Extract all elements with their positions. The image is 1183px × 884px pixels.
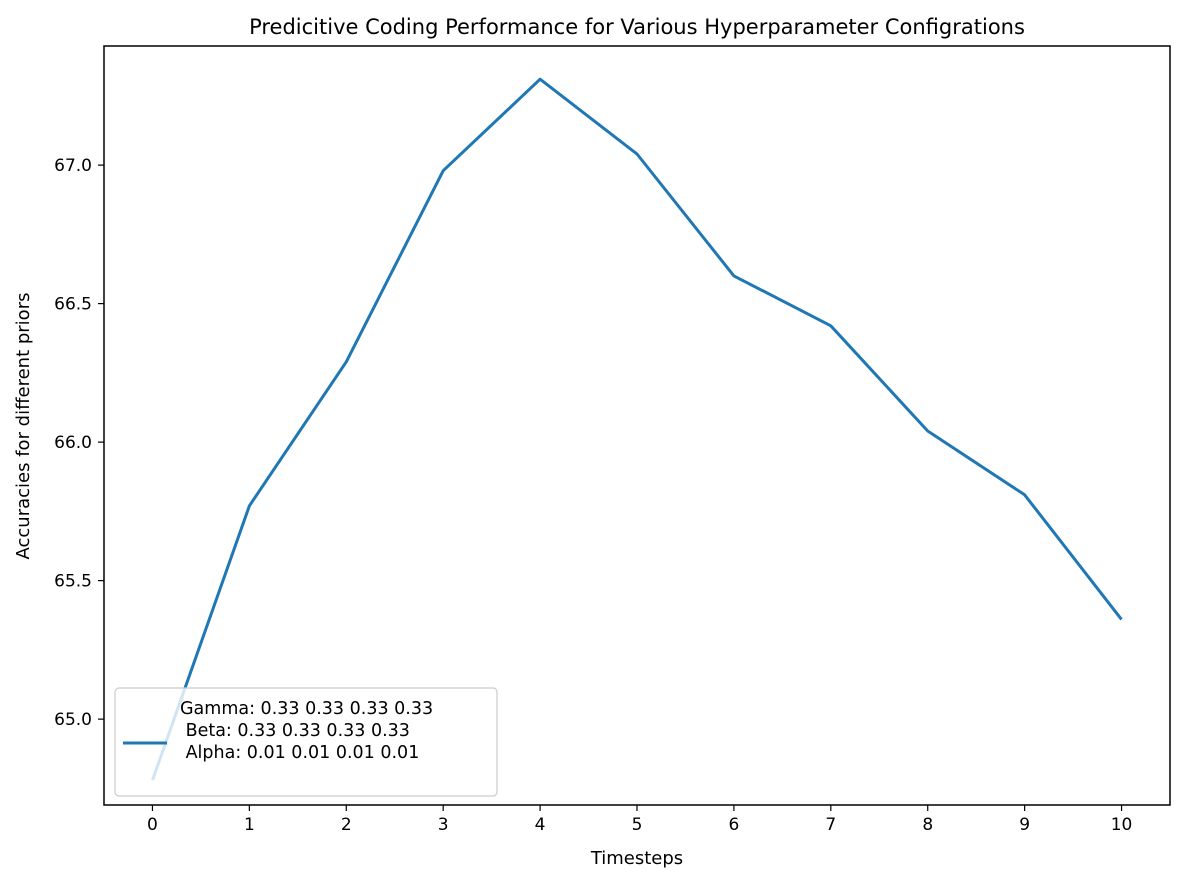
y-tick-label: 65.0 (54, 710, 92, 730)
y-tick-label: 65.5 (54, 572, 92, 592)
x-tick-label: 0 (147, 815, 158, 835)
plot-area (151, 77, 1123, 781)
chart-title: Predicitive Coding Performance for Vario… (249, 15, 1025, 39)
x-tick-label: 5 (632, 815, 643, 835)
legend-box (114, 687, 498, 797)
x-axis-title: Timesteps (590, 848, 683, 869)
x-tick-label: 10 (1111, 815, 1133, 835)
x-axis: 0 1 2 3 4 5 6 7 8 9 10 (147, 805, 1132, 835)
x-tick-label: 2 (341, 815, 352, 835)
x-tick-label: 4 (535, 815, 546, 835)
legend-label-line: Beta: 0.33 0.33 0.33 0.33 (180, 721, 410, 741)
legend-label: Gamma: 0.33 0.33 0.33 0.33 Beta: 0.33 0.… (180, 699, 433, 763)
x-tick-label: 1 (244, 815, 255, 835)
series-line (151, 77, 1123, 781)
y-tick-label: 66.5 (54, 295, 92, 315)
y-tick-label: 66.0 (54, 433, 92, 453)
x-tick-label: 6 (728, 815, 739, 835)
legend-label-line: Gamma: 0.33 0.33 0.33 0.33 (180, 699, 433, 719)
y-axis: 65.0 65.5 66.0 66.5 67.0 (54, 156, 104, 730)
legend-label-line: Alpha: 0.01 0.01 0.01 0.01 (180, 743, 419, 763)
y-tick-label: 67.0 (54, 156, 92, 176)
legend: Gamma: 0.33 0.33 0.33 0.33 Beta: 0.33 0.… (114, 687, 498, 797)
x-tick-label: 8 (922, 815, 933, 835)
x-tick-label: 3 (438, 815, 449, 835)
x-tick-label: 9 (1019, 815, 1030, 835)
x-tick-label: 7 (825, 815, 836, 835)
plot-frame (103, 45, 1171, 806)
y-axis-title: Accuracies for different priors (13, 293, 34, 560)
